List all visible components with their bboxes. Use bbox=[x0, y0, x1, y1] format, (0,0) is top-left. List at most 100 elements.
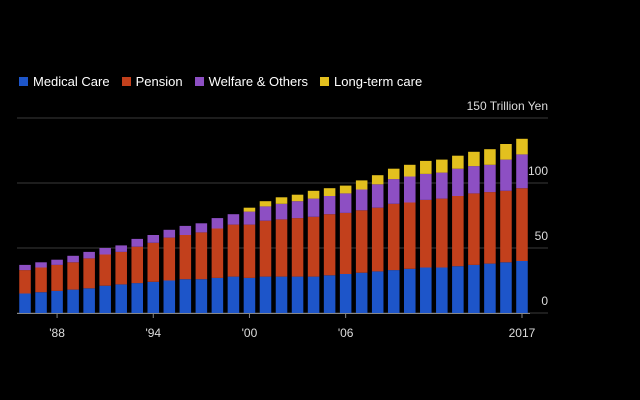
bar-2007-long-term-care bbox=[355, 180, 368, 190]
bar-2011-welfare-others bbox=[420, 173, 432, 200]
legend-swatch-welfare-others bbox=[194, 77, 204, 86]
x-tick-label-1994: '94 bbox=[145, 326, 161, 340]
legend-label-long-term-care: Long-term care bbox=[334, 74, 423, 89]
bar-1987-pension bbox=[35, 267, 47, 293]
bar-1993-pension bbox=[131, 246, 144, 284]
bar-1995-pension bbox=[163, 237, 176, 281]
y-tick-label-50: 50 bbox=[535, 229, 549, 243]
bar-2009-welfare-others bbox=[387, 179, 400, 204]
bar-2006-welfare-others bbox=[339, 193, 352, 213]
bar-2012-welfare-others bbox=[436, 172, 448, 199]
bar-1994-medical-care bbox=[147, 281, 160, 313]
axes: 0 50 100 150 Trillion Yen '88 '94 '00 '06 2017 bbox=[17, 99, 548, 340]
bar-2000-long-term-care bbox=[243, 207, 256, 212]
bar-1996-medical-care bbox=[179, 279, 192, 313]
bar-1993-welfare-others bbox=[131, 238, 144, 247]
legend-label-welfare-others: Welfare & Others bbox=[208, 74, 309, 89]
bar-1996-welfare-others bbox=[179, 225, 192, 235]
bar-2013-medical-care bbox=[452, 266, 464, 313]
bar-2002-long-term-care bbox=[275, 197, 288, 204]
bar-1987-medical-care bbox=[35, 292, 47, 313]
legend-item-pension: Pension bbox=[121, 74, 183, 89]
legend-swatch-pension bbox=[121, 77, 131, 86]
bar-2001-long-term-care bbox=[259, 201, 272, 207]
bar-1986-medical-care bbox=[19, 293, 31, 313]
bar-2004-medical-care bbox=[307, 276, 320, 313]
bar-2013-welfare-others bbox=[452, 168, 464, 196]
bar-2001-medical-care bbox=[259, 276, 272, 313]
bar-2007-medical-care bbox=[355, 272, 368, 313]
bar-1988-welfare-others bbox=[51, 259, 63, 265]
bar-1990-pension bbox=[83, 258, 95, 289]
bar-2009-medical-care bbox=[387, 270, 400, 313]
legend-item-long-term-care: Long-term care bbox=[320, 74, 422, 89]
bar-2014-pension bbox=[468, 193, 480, 265]
bar-1997-welfare-others bbox=[195, 223, 208, 233]
bar-2014-medical-care bbox=[468, 264, 480, 313]
bar-2014-welfare-others bbox=[468, 166, 480, 194]
legend-item-medical-care: Medical Care bbox=[19, 74, 110, 89]
bar-1998-welfare-others bbox=[211, 218, 224, 229]
bar-2007-pension bbox=[355, 210, 368, 273]
bar-2016-pension bbox=[500, 190, 512, 263]
bar-2003-long-term-care bbox=[291, 194, 304, 202]
legend-item-welfare-others: Welfare & Others bbox=[194, 74, 309, 89]
bar-1987-welfare-others bbox=[35, 262, 47, 268]
bar-2005-long-term-care bbox=[323, 188, 336, 196]
bar-1989-medical-care bbox=[67, 289, 79, 313]
bar-2000-medical-care bbox=[243, 277, 256, 313]
bar-1994-welfare-others bbox=[147, 235, 160, 243]
bar-2005-medical-care bbox=[323, 275, 336, 313]
bar-2006-pension bbox=[339, 212, 352, 274]
bar-2011-medical-care bbox=[420, 267, 432, 313]
bar-1999-pension bbox=[227, 224, 240, 277]
bar-1995-medical-care bbox=[163, 280, 176, 313]
bar-2010-welfare-others bbox=[403, 176, 416, 203]
bar-1990-welfare-others bbox=[83, 251, 95, 259]
bar-2008-pension bbox=[371, 207, 384, 272]
bar-1986-welfare-others bbox=[19, 264, 31, 271]
bar-2010-long-term-care bbox=[403, 164, 416, 177]
bar-2008-welfare-others bbox=[371, 184, 384, 208]
bar-2006-long-term-care bbox=[339, 185, 352, 194]
bar-2015-medical-care bbox=[484, 263, 496, 313]
bar-1997-medical-care bbox=[195, 279, 208, 313]
bar-2002-medical-care bbox=[275, 276, 288, 313]
bar-2000-welfare-others bbox=[243, 211, 256, 225]
legend: Medical Care Pension Welfare & Others Lo… bbox=[19, 74, 422, 89]
bar-2009-pension bbox=[387, 203, 400, 271]
bar-2004-pension bbox=[307, 216, 320, 277]
bar-2017-welfare-others bbox=[516, 154, 528, 189]
bar-2013-pension bbox=[452, 196, 464, 267]
legend-swatch-long-term-care bbox=[320, 77, 330, 86]
bar-2017-long-term-care bbox=[516, 138, 528, 155]
bar-2012-long-term-care bbox=[436, 159, 448, 173]
bar-1990-medical-care bbox=[83, 288, 95, 313]
y-tick-label-150: 150 Trillion Yen bbox=[467, 99, 548, 113]
x-tick-label-2017: 2017 bbox=[509, 326, 536, 340]
bars bbox=[19, 138, 528, 313]
bar-1996-pension bbox=[179, 235, 192, 280]
bar-2008-long-term-care bbox=[371, 175, 384, 185]
bar-2001-pension bbox=[259, 220, 272, 277]
bar-1999-welfare-others bbox=[227, 214, 240, 225]
bar-2010-pension bbox=[403, 202, 416, 269]
y-tick-label-0: 0 bbox=[541, 294, 548, 308]
bar-1991-pension bbox=[99, 254, 111, 286]
bar-1988-pension bbox=[51, 264, 63, 291]
x-tick-label-1988: '88 bbox=[49, 326, 65, 340]
bar-1997-pension bbox=[195, 232, 208, 280]
bar-1988-medical-care bbox=[51, 290, 63, 313]
bar-2016-medical-care bbox=[500, 262, 512, 313]
bar-2014-long-term-care bbox=[468, 151, 480, 167]
bar-2011-pension bbox=[420, 199, 432, 268]
bar-2002-pension bbox=[275, 219, 288, 277]
bar-1993-medical-care bbox=[131, 283, 144, 313]
bar-2003-medical-care bbox=[291, 276, 304, 313]
legend-label-pension: Pension bbox=[135, 74, 183, 89]
bar-1999-medical-care bbox=[227, 276, 240, 313]
bar-2015-welfare-others bbox=[484, 164, 496, 193]
bar-1992-pension bbox=[115, 251, 127, 285]
bar-2004-long-term-care bbox=[307, 190, 320, 199]
